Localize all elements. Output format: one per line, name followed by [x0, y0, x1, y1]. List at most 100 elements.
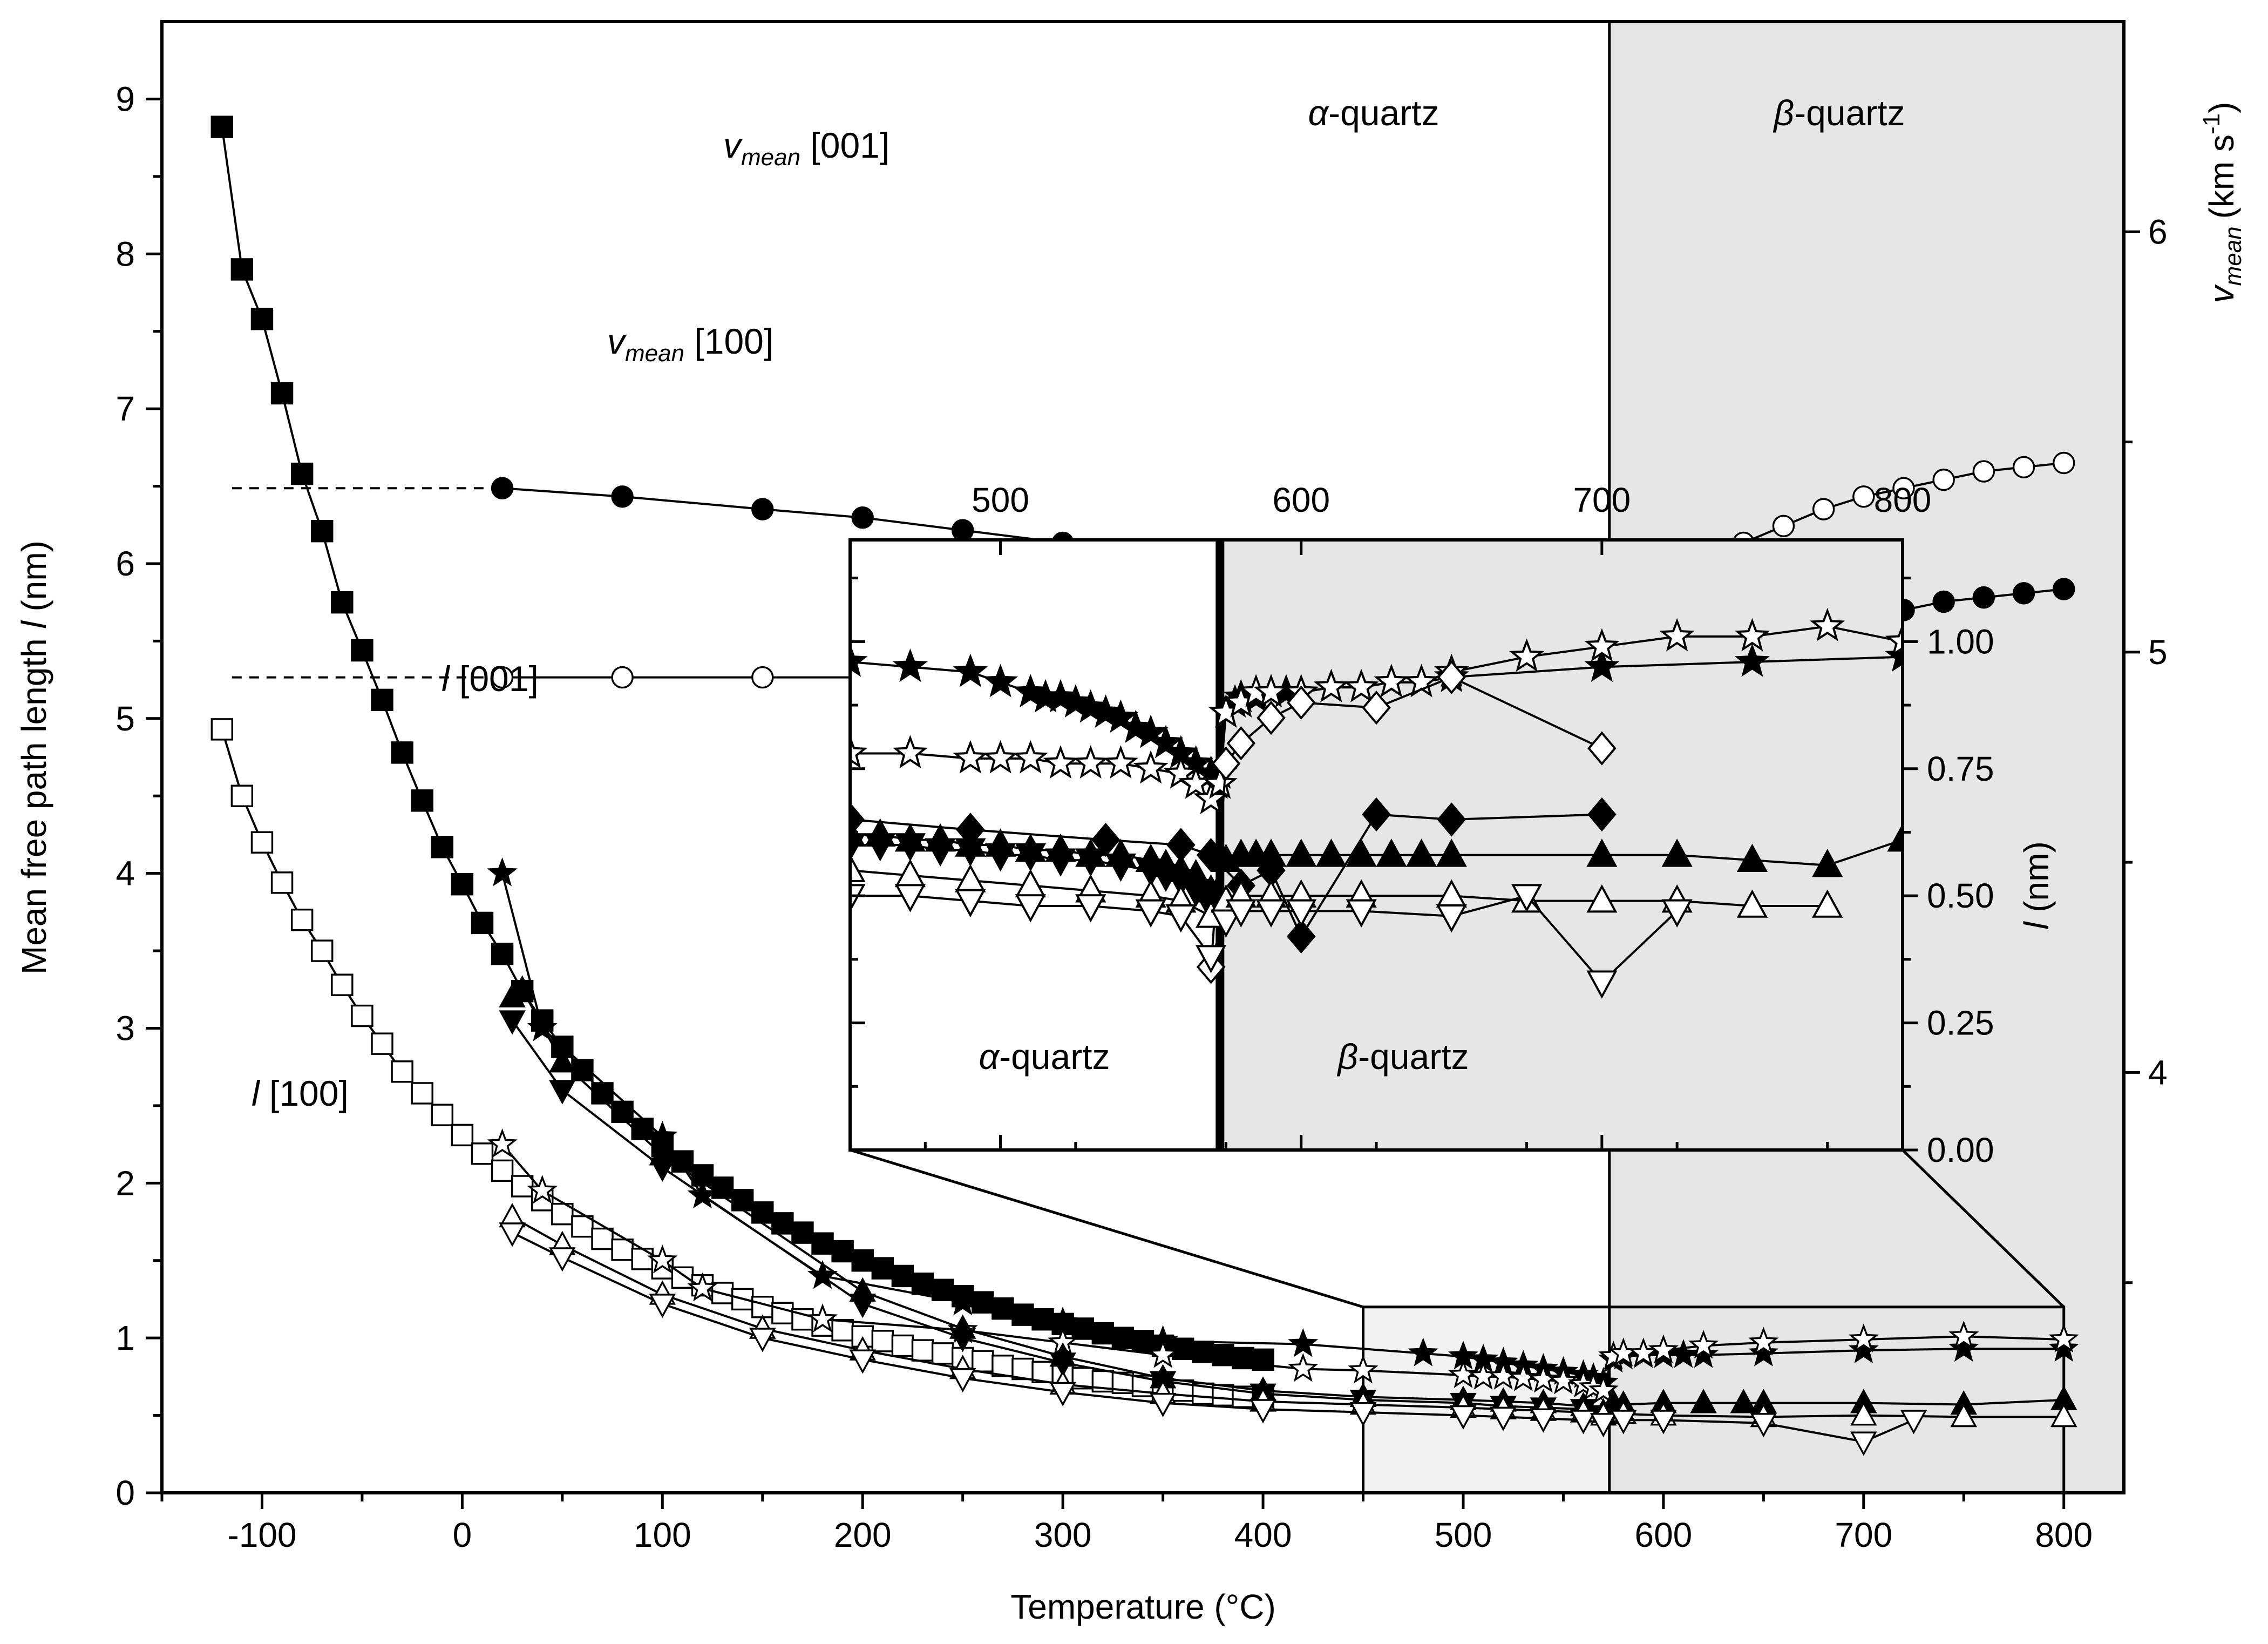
inset-point-triangle-down-filled — [1075, 848, 1106, 877]
main-point-square-open — [431, 1104, 453, 1126]
inset-point-triangle-down-open — [894, 884, 926, 912]
main-point-square-filled — [871, 1257, 894, 1280]
inset-point-triangle-down-open — [1210, 909, 1242, 938]
main-point-star-open — [1948, 1320, 1979, 1350]
main-point-square-filled — [210, 116, 233, 138]
inset-point-triangle-down-open — [1135, 899, 1166, 928]
main-point-star-filled — [1948, 1332, 1979, 1362]
inset-point-triangle-up-filled — [1376, 838, 1407, 867]
main-point-circle-filled — [1932, 590, 1955, 613]
inset-y-tick-label: 1.00 — [1927, 622, 1994, 661]
inset-point-triangle-up-open — [1812, 889, 1843, 918]
zoom-connector-right — [1902, 1149, 2065, 1308]
y-tick-label: 7 — [116, 389, 135, 428]
main-point-star-filled — [2048, 1332, 2079, 1362]
x-tick-label: 300 — [1034, 1516, 1092, 1554]
inset-point-star-filled — [1058, 684, 1094, 718]
main-point-square-filled — [270, 382, 294, 405]
main-point-square-filled — [731, 1189, 754, 1212]
y-tick-label: 4 — [116, 854, 135, 893]
main-point-square-open — [331, 973, 354, 996]
inset-point-triangle-up-filled — [1346, 838, 1377, 867]
main-point-triangle-down-open — [1650, 1410, 1677, 1435]
inset-point-star-filled — [953, 653, 988, 687]
main-point-square-open — [411, 1082, 433, 1105]
main-point-square-filled — [972, 1291, 994, 1314]
main-point-square-filled — [1232, 1347, 1254, 1370]
inset-point-star-open — [1073, 745, 1109, 779]
main-point-triangle-down-open — [499, 1222, 526, 1247]
main-point-square-filled — [911, 1273, 934, 1295]
inset-x-tick-label: 800 — [1874, 481, 1932, 519]
main-point-circle-open — [611, 666, 634, 689]
main-point-square-filled — [371, 688, 393, 712]
main-point-square-open — [631, 1248, 654, 1270]
main-point-circle-filled — [951, 519, 974, 542]
inset-point-star-filled — [1103, 699, 1138, 733]
inset-point-star-filled — [983, 664, 1018, 698]
inset-point-triangle-up-filled — [1286, 838, 1317, 867]
inset-point-star-filled — [1073, 689, 1109, 723]
inset-x-tick-label: 700 — [1573, 481, 1631, 519]
main-point-star-open — [1508, 1362, 1539, 1391]
y2-tick-label: 5 — [2148, 633, 2168, 672]
inset-x-tick-label: 500 — [972, 481, 1029, 519]
inset-y-axis-title: l (nm) — [2017, 841, 2056, 930]
main-point-circle-filled — [491, 477, 514, 499]
inset-point-diamond-open — [1437, 660, 1466, 694]
main-point-triangle-down-open — [649, 1294, 676, 1318]
inset-point-star-open — [1313, 668, 1349, 702]
main-point-square-open — [591, 1227, 614, 1250]
inset-point-diamond-open — [1286, 685, 1316, 720]
main-point-triangle-down-open — [1450, 1405, 1477, 1430]
inset-point-star-open — [983, 740, 1018, 774]
inset-point-diamond-filled — [1286, 919, 1316, 954]
inset-point-triangle-down-filled — [894, 833, 926, 862]
inset-point-triangle-down-open — [1661, 899, 1693, 928]
inset-point-star-open — [1193, 781, 1229, 814]
main-point-square-filled — [1071, 1317, 1094, 1340]
main-point-square-open — [911, 1339, 934, 1362]
main-point-square-open — [351, 1004, 374, 1027]
inset-point-diamond-filled — [1437, 802, 1466, 837]
zoom-connector-lines — [850, 1148, 2065, 1309]
x-tick-label: 700 — [1835, 1516, 1892, 1554]
main-point-triangle-down-open — [549, 1247, 576, 1272]
inset-point-triangle-down-filled — [984, 843, 1016, 872]
main-point-square-open — [210, 718, 233, 741]
inset-point-triangle-down-filled — [1045, 848, 1076, 877]
inset-point-diamond-open — [1587, 731, 1617, 766]
inset-point-diamond-open — [1211, 746, 1241, 781]
x-tick-label: -100 — [227, 1516, 296, 1554]
annotation-vmean-001: vmean [001] — [723, 125, 889, 171]
main-point-triangle-up-filled — [508, 975, 536, 1000]
inset-point-star-open — [1133, 750, 1169, 784]
inset-point-triangle-down-open — [1165, 904, 1197, 933]
main-point-square-open — [290, 908, 314, 931]
inset-point-triangle-down-open — [1436, 904, 1467, 933]
inset-point-triangle-down-filled — [955, 838, 986, 867]
main-point-square-filled — [851, 1249, 874, 1272]
main-point-star-open — [1588, 1375, 1619, 1404]
inset-point-triangle-down-open — [1286, 899, 1317, 928]
inset-point-triangle-up-filled — [1736, 843, 1768, 872]
main-point-square-filled — [1131, 1330, 1155, 1352]
y-tick-label: 8 — [116, 234, 135, 273]
inset-y-tick-label: 0.00 — [1927, 1131, 1994, 1169]
main-point-circle-open — [491, 666, 514, 689]
main-point-triangle-down-open — [1900, 1410, 1927, 1435]
main-point-star-open — [1848, 1323, 1879, 1352]
main-point-square-open — [371, 1032, 393, 1055]
main-point-star-filled — [1288, 1328, 1319, 1357]
main-point-square-filled — [1252, 1348, 1274, 1371]
main-point-star-open — [1448, 1359, 1479, 1388]
main-point-square-filled — [331, 591, 354, 614]
main-point-star-filled — [947, 1286, 978, 1316]
inset-point-triangle-down-open — [850, 884, 866, 912]
main-series-line-star-open — [501, 1144, 2064, 1392]
inset-point-triangle-down-open — [1346, 899, 1377, 928]
inset-point-triangle-up-filled — [1255, 838, 1287, 867]
inset-point-star-filled — [850, 643, 868, 677]
inset-beta-region-shading — [1220, 540, 1903, 1150]
